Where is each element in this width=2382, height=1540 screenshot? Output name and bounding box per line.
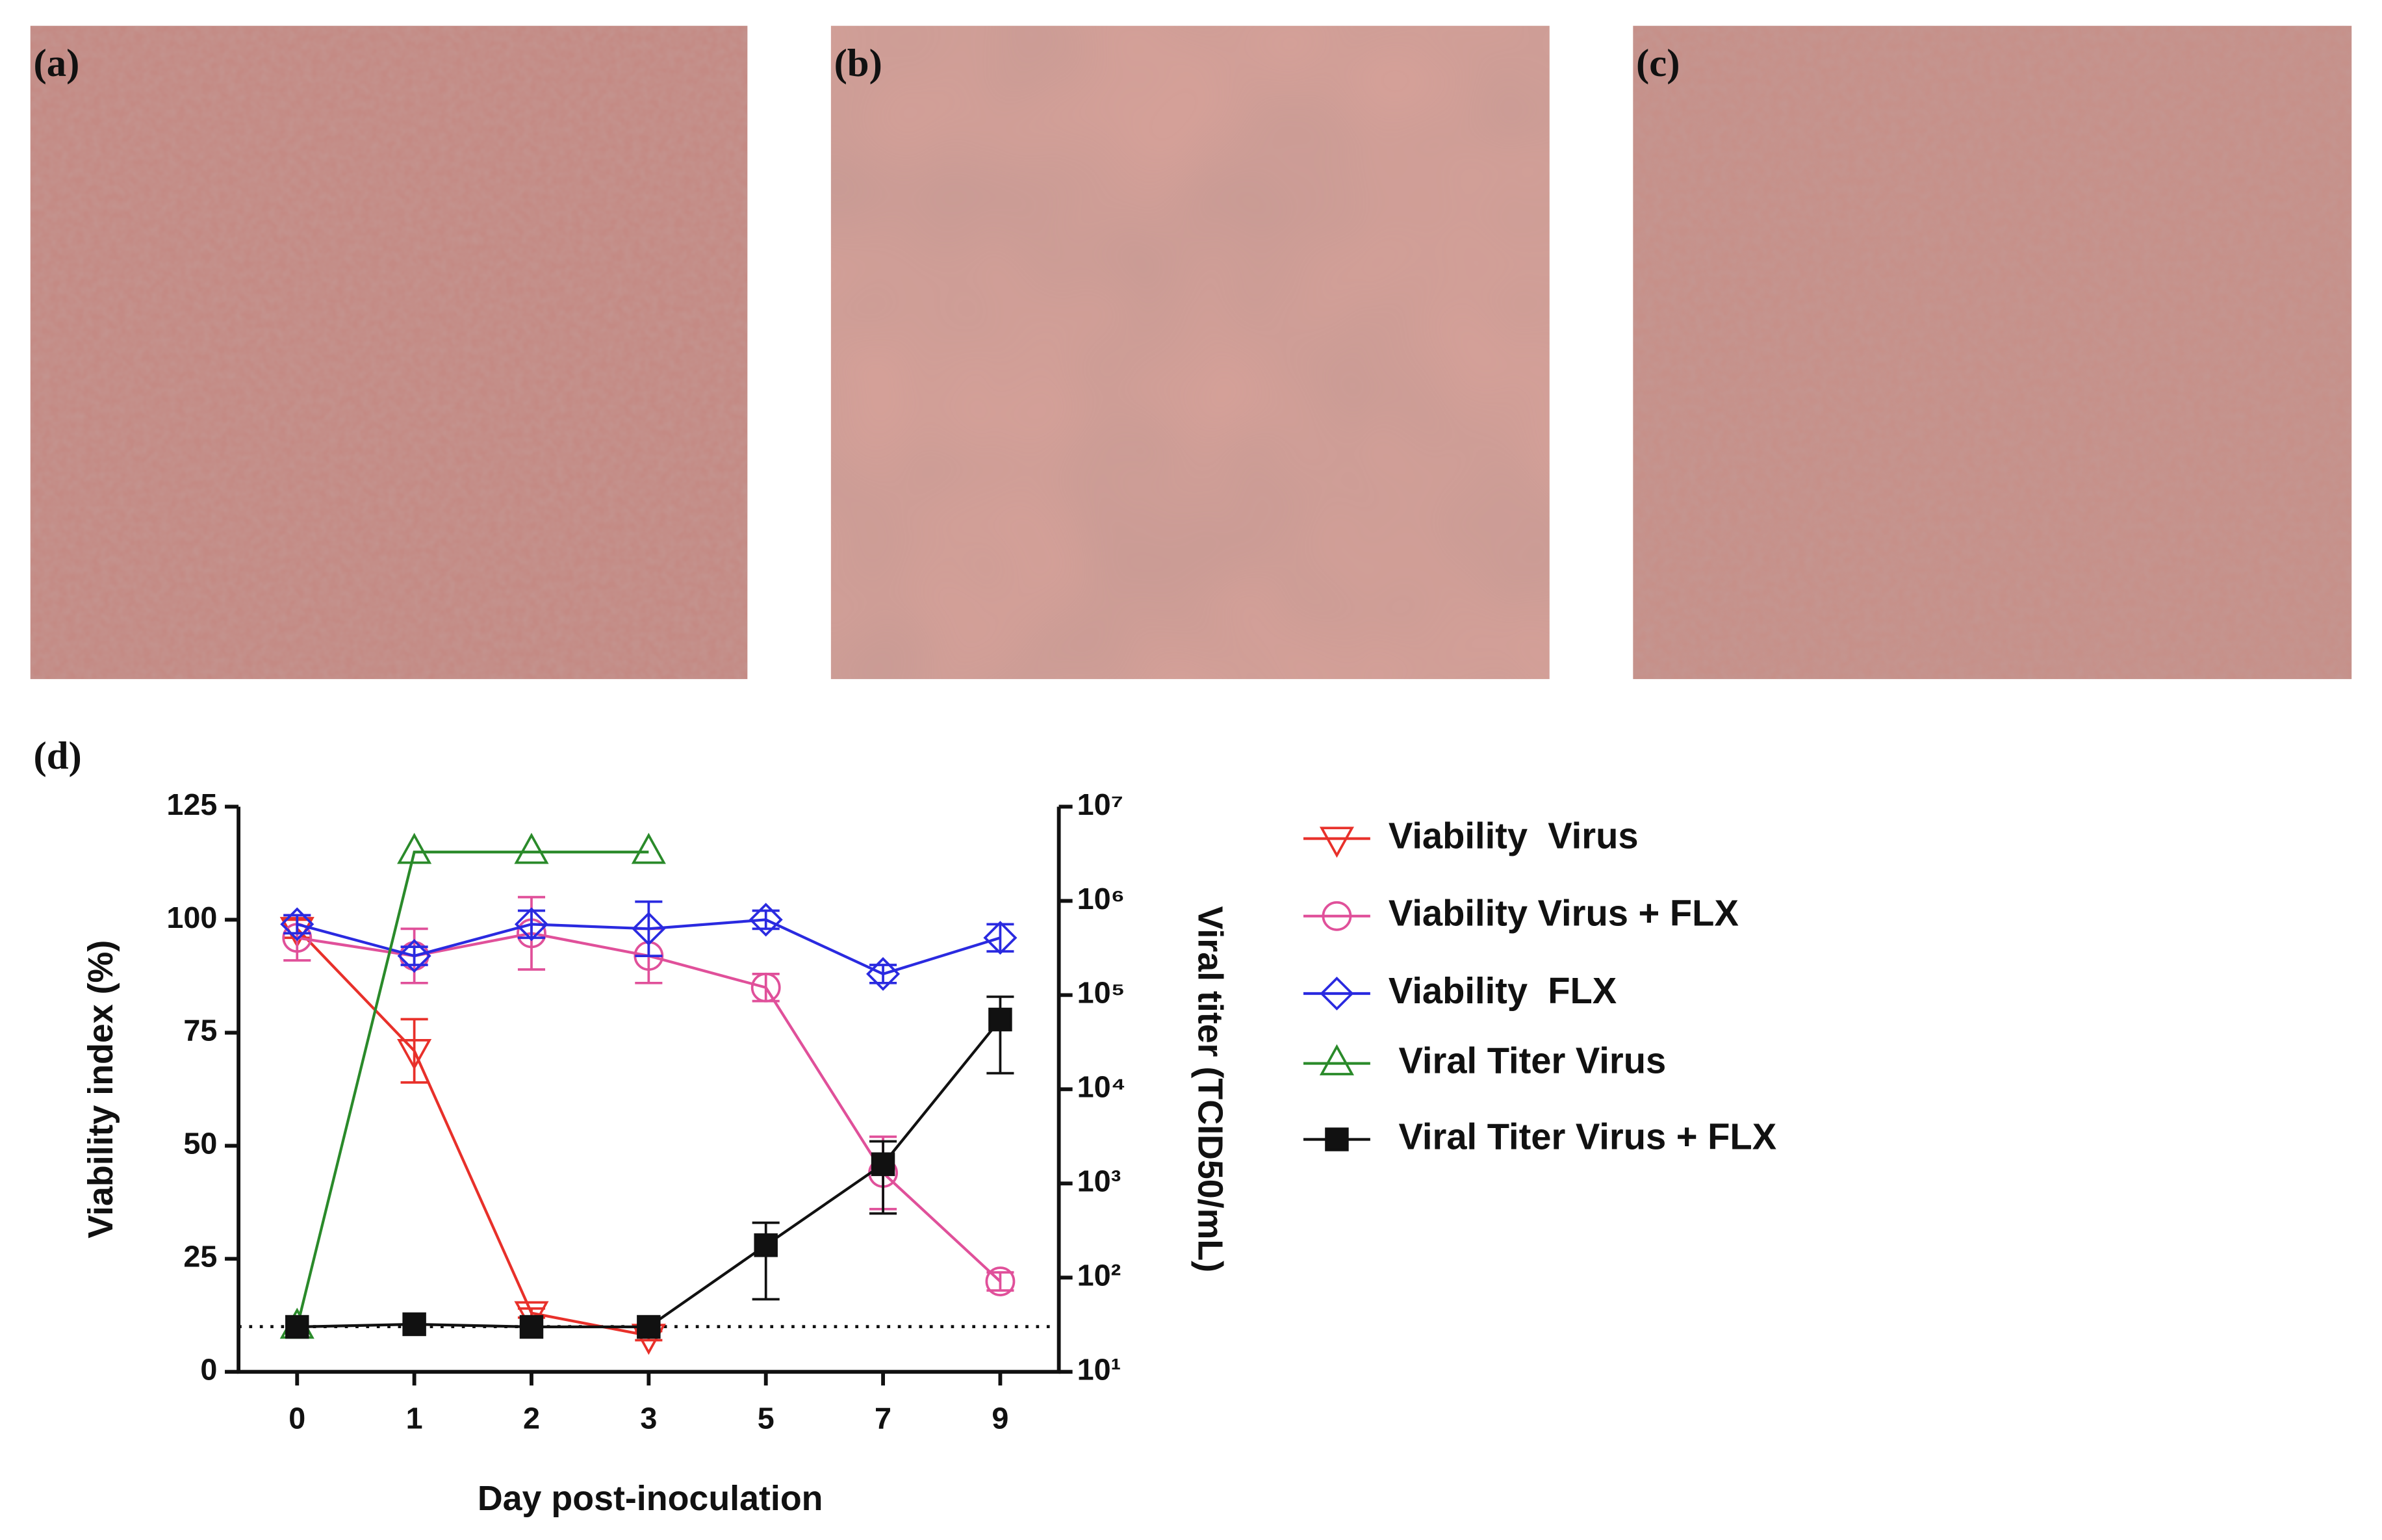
marker xyxy=(985,1266,1016,1296)
marker xyxy=(871,1152,895,1176)
x-tick-label: 7 xyxy=(875,1401,891,1435)
y-tick-label: 75 xyxy=(183,1014,217,1047)
micrograph-c xyxy=(1633,25,2352,680)
y2-tick-label: 10³ xyxy=(1077,1164,1121,1198)
series-line xyxy=(296,851,649,1328)
marker xyxy=(983,921,1018,955)
legend-label: Viability Virus + FLX xyxy=(1389,893,1739,934)
y2-tick-label: 10⁷ xyxy=(1077,788,1123,821)
marker xyxy=(397,832,432,864)
series-line xyxy=(296,932,1001,1283)
y-tick-label: 25 xyxy=(183,1240,217,1274)
series xyxy=(280,900,1018,991)
panel-label: (b) xyxy=(834,42,882,85)
x-axis-title: Day post-inoculation xyxy=(478,1479,823,1518)
marker xyxy=(1325,1127,1349,1151)
marker xyxy=(754,1233,778,1257)
marker xyxy=(866,956,901,991)
series xyxy=(279,917,666,1355)
x-tick-label: 0 xyxy=(288,1401,305,1435)
error-bar xyxy=(986,1271,1014,1292)
marker xyxy=(750,972,781,1003)
y2-tick-label: 10² xyxy=(1077,1259,1121,1292)
legend-label: Viral Titer Virus xyxy=(1389,1040,1666,1081)
x-tick-label: 3 xyxy=(640,1401,657,1435)
error-bar xyxy=(283,914,311,935)
micrograph-b xyxy=(830,25,1550,680)
marker xyxy=(631,832,666,864)
y-tick-label: 0 xyxy=(200,1353,217,1387)
series xyxy=(279,832,666,1339)
x-tick-label: 5 xyxy=(758,1401,775,1435)
error-bar xyxy=(400,945,428,966)
marker xyxy=(749,903,783,937)
marker xyxy=(397,1038,432,1070)
error-bar xyxy=(986,923,1014,953)
marker xyxy=(280,907,314,942)
marker xyxy=(1320,977,1354,1011)
marker xyxy=(397,939,431,973)
micrograph-a xyxy=(30,25,748,680)
y-tick-label: 125 xyxy=(166,788,217,821)
y2-tick-label: 10¹ xyxy=(1077,1353,1121,1387)
panel-label: (c) xyxy=(1636,42,1680,85)
error-bar xyxy=(400,1018,428,1084)
legend-label: Viability FLX xyxy=(1389,970,1617,1011)
x-tick-label: 9 xyxy=(992,1401,1008,1435)
marker xyxy=(637,1315,661,1339)
y-tick-label: 100 xyxy=(166,901,217,934)
x-tick-label: 2 xyxy=(523,1401,540,1435)
y-axis-title: Viability index (%) xyxy=(81,940,120,1238)
panel-label: (d) xyxy=(33,734,81,778)
marker xyxy=(519,1315,544,1339)
marker xyxy=(285,1315,309,1339)
marker xyxy=(1319,1044,1355,1075)
legend-label: Viability Virus xyxy=(1389,815,1639,856)
marker xyxy=(988,1007,1012,1032)
marker xyxy=(402,1312,426,1337)
y2-tick-label: 10⁶ xyxy=(1077,882,1125,916)
x-tick-label: 1 xyxy=(406,1401,423,1435)
marker xyxy=(1322,901,1352,931)
marker xyxy=(514,907,549,942)
series xyxy=(285,995,1014,1339)
marker xyxy=(632,912,666,946)
y2-tick-label: 10⁵ xyxy=(1077,976,1125,1010)
error-bar xyxy=(635,900,663,957)
y2-axis-title: Viral titer (TCID50/mL) xyxy=(1191,906,1230,1272)
marker xyxy=(1319,827,1355,858)
error-bar xyxy=(752,909,780,930)
y2-tick-label: 10⁴ xyxy=(1077,1070,1126,1104)
marker xyxy=(514,832,549,864)
error-bar xyxy=(869,964,897,984)
series-line xyxy=(296,927,649,1337)
panel-label: (a) xyxy=(33,42,79,85)
legend-label: Viral Titer Virus + FLX xyxy=(1389,1116,1776,1157)
y-tick-label: 50 xyxy=(183,1127,217,1161)
